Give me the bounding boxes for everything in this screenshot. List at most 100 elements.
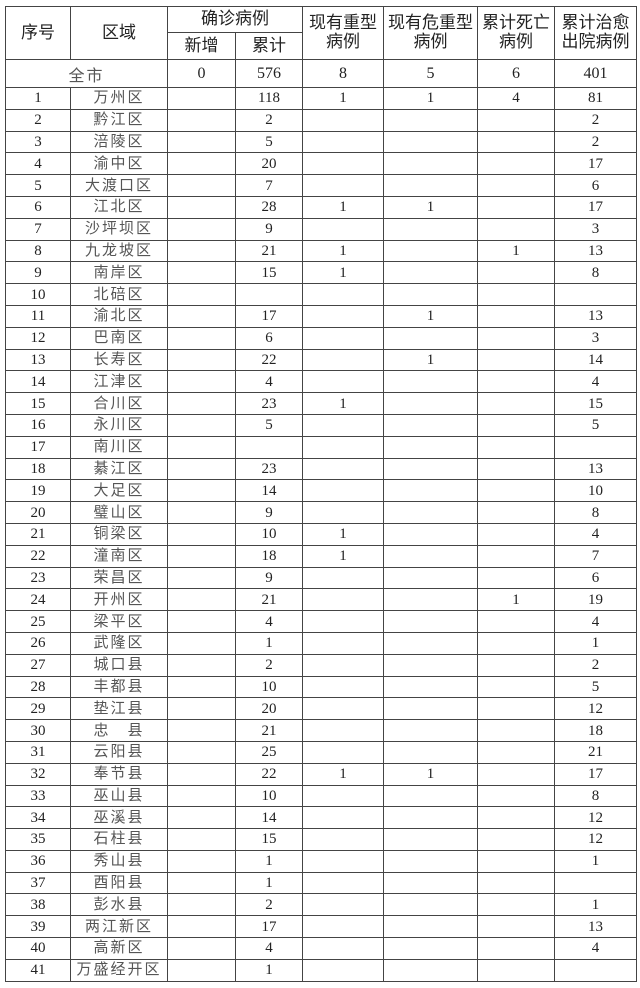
table-row: 28 丰都县 10 5 [5, 675, 637, 699]
row-region: 北碚区 [70, 283, 168, 306]
row-no: 28 [5, 675, 71, 699]
row-cumulative: 5 [235, 413, 303, 437]
row-new [167, 283, 236, 306]
row-recovered: 10 [554, 479, 637, 503]
row-new [167, 392, 236, 415]
row-recovered: 13 [554, 239, 637, 263]
row-deaths [477, 849, 555, 873]
row-new [167, 174, 236, 197]
total-deaths: 6 [477, 59, 555, 88]
row-recovered: 1 [554, 849, 637, 873]
row-cumulative [235, 435, 303, 459]
row-cumulative: 15 [235, 261, 303, 285]
row-recovered: 81 [554, 87, 637, 110]
row-deaths [477, 610, 555, 633]
row-deaths [477, 937, 555, 960]
row-critical [383, 653, 478, 677]
header-critical: 现有危重型病例 [383, 6, 478, 60]
row-region: 万州区 [70, 87, 168, 110]
table-row: 24 开州区 21 1 19 [5, 588, 637, 612]
row-region: 云阳县 [70, 740, 168, 764]
row-no: 11 [5, 304, 71, 328]
row-severe [302, 348, 384, 372]
row-region: 南岸区 [70, 261, 168, 285]
row-severe [302, 806, 384, 830]
row-cumulative: 20 [235, 152, 303, 176]
table-row: 13 长寿区 22 1 14 [5, 348, 637, 372]
row-recovered: 3 [554, 217, 637, 241]
row-severe [302, 631, 384, 655]
row-recovered: 8 [554, 501, 637, 524]
table-row: 25 梁平区 4 4 [5, 610, 637, 633]
row-deaths [477, 152, 555, 176]
row-recovered: 7 [554, 544, 637, 568]
row-recovered: 21 [554, 740, 637, 764]
row-cumulative: 2 [235, 893, 303, 917]
row-recovered: 5 [554, 413, 637, 437]
row-recovered: 4 [554, 937, 637, 960]
row-recovered: 14 [554, 348, 637, 372]
header-recovered: 累计治愈出院病例 [554, 6, 637, 60]
row-deaths [477, 828, 555, 851]
row-severe [302, 915, 384, 939]
table-row: 16 永川区 5 5 [5, 413, 637, 437]
row-cumulative: 23 [235, 457, 303, 481]
table-row: 40 高新区 4 4 [5, 937, 637, 960]
row-severe [302, 937, 384, 960]
row-no: 40 [5, 937, 71, 960]
row-region: 巫山县 [70, 784, 168, 808]
row-new [167, 370, 236, 394]
table-row: 19 大足区 14 10 [5, 479, 637, 503]
row-critical [383, 435, 478, 459]
row-no: 23 [5, 566, 71, 590]
row-region: 潼南区 [70, 544, 168, 568]
row-recovered: 4 [554, 370, 637, 394]
row-severe: 1 [302, 87, 384, 110]
row-no: 35 [5, 828, 71, 851]
row-deaths [477, 457, 555, 481]
row-region: 大渡口区 [70, 174, 168, 197]
table-row: 27 城口县 2 2 [5, 653, 637, 677]
row-recovered: 8 [554, 261, 637, 285]
row-critical [383, 806, 478, 830]
row-severe [302, 283, 384, 306]
row-cumulative: 1 [235, 958, 303, 982]
row-new [167, 413, 236, 437]
row-cumulative: 10 [235, 784, 303, 808]
row-cumulative [235, 283, 303, 306]
table-row: 37 酉阳县 1 [5, 871, 637, 895]
row-no: 22 [5, 544, 71, 568]
row-deaths [477, 392, 555, 415]
row-no: 12 [5, 326, 71, 350]
row-no: 1 [5, 87, 71, 110]
row-no: 34 [5, 806, 71, 830]
row-critical [383, 174, 478, 197]
header-new: 新增 [167, 32, 236, 60]
row-recovered: 1 [554, 893, 637, 917]
row-no: 17 [5, 435, 71, 459]
row-region: 彭水县 [70, 893, 168, 917]
row-deaths [477, 871, 555, 895]
row-region: 垫江县 [70, 697, 168, 721]
row-severe [302, 435, 384, 459]
row-region: 巫溪县 [70, 806, 168, 830]
row-region: 璧山区 [70, 501, 168, 524]
row-region: 梁平区 [70, 610, 168, 633]
row-critical [383, 675, 478, 699]
header-deaths: 累计死亡病例 [477, 6, 555, 60]
row-region: 忠 县 [70, 719, 168, 742]
row-new [167, 653, 236, 677]
row-region: 城口县 [70, 653, 168, 677]
table-row: 41 万盛经开区 1 [5, 958, 637, 982]
row-region: 两江新区 [70, 915, 168, 939]
row-recovered [554, 871, 637, 895]
row-deaths [477, 217, 555, 241]
table-row: 15 合川区 23 1 15 [5, 392, 637, 415]
row-no: 16 [5, 413, 71, 437]
table-row: 29 垫江县 20 12 [5, 697, 637, 721]
row-cumulative: 20 [235, 697, 303, 721]
row-recovered: 2 [554, 130, 637, 154]
total-critical: 5 [383, 59, 478, 88]
row-deaths [477, 348, 555, 372]
row-deaths [477, 174, 555, 197]
